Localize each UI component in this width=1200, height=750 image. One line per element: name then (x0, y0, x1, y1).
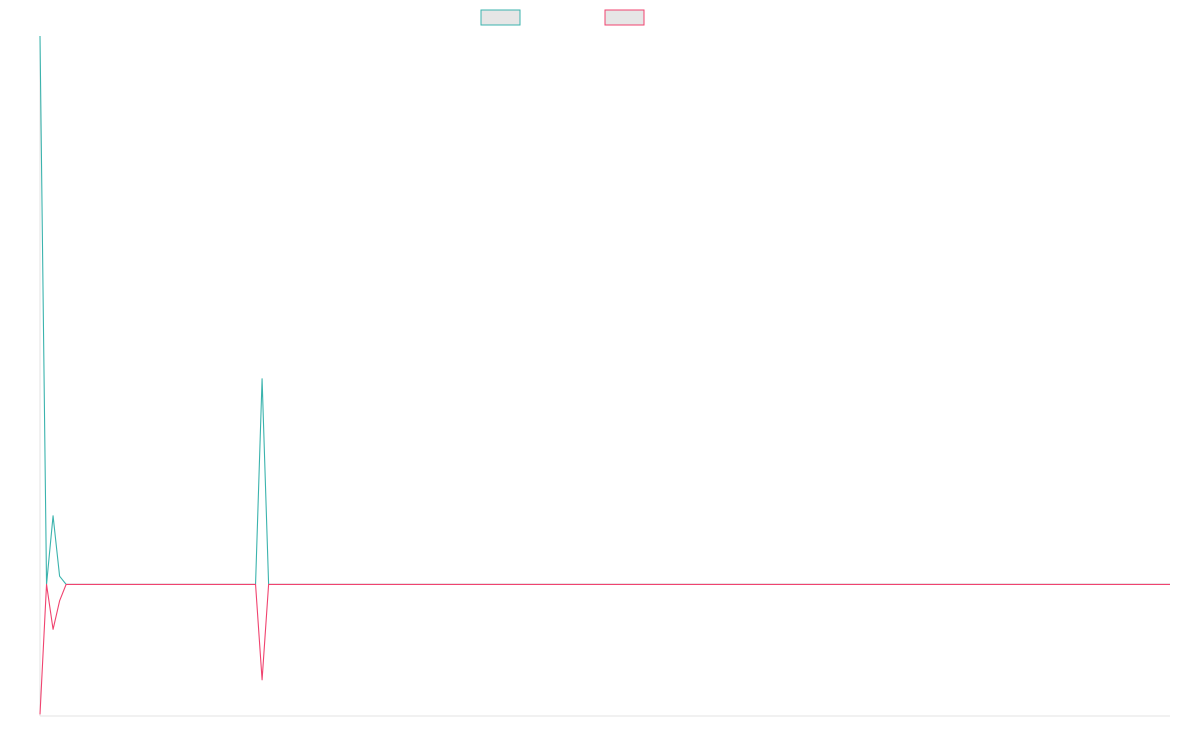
legend-swatch-2[interactable] (604, 9, 645, 26)
legend (480, 9, 645, 26)
legend-swatch-1[interactable] (480, 9, 521, 26)
series-layer (39, 35, 1170, 715)
series-line-2 (39, 583, 1170, 715)
series-line-1 (39, 35, 1170, 585)
axes (39, 36, 1170, 717)
